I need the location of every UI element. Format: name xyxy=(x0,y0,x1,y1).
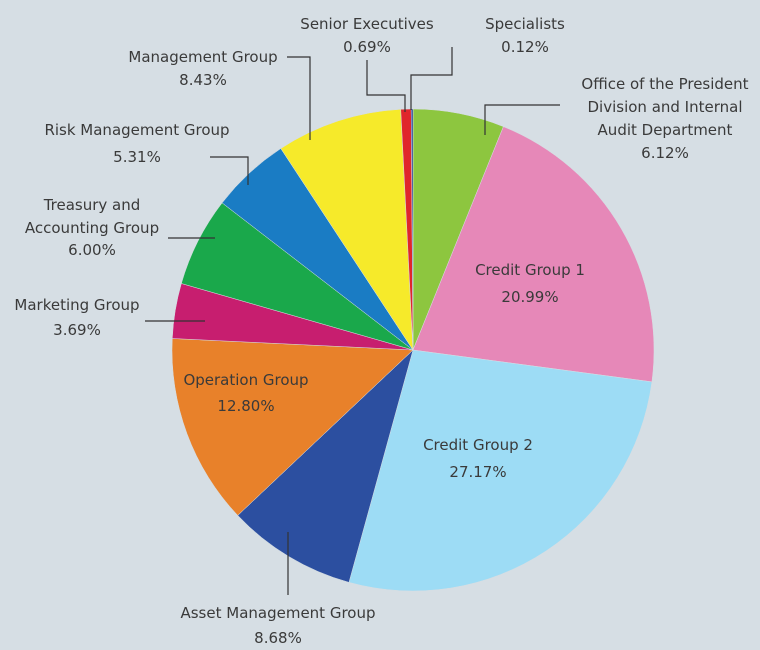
slice-value-label: 8.68% xyxy=(254,629,302,647)
slice-label: Asset Management Group xyxy=(180,604,376,622)
pie-slice xyxy=(348,349,653,592)
leader-line xyxy=(210,156,249,185)
slice-label: Marketing Group xyxy=(14,296,140,314)
slice-label: Senior Executives xyxy=(300,15,434,33)
slice-value-label: 6.00% xyxy=(68,241,116,259)
slice-value-label: 6.12% xyxy=(641,144,689,162)
slice-label: Credit Group 1 xyxy=(475,261,585,279)
leader-line xyxy=(287,56,311,140)
slice-value-label: 27.17% xyxy=(449,463,507,481)
slice-value-label: 0.69% xyxy=(343,38,391,56)
slice-value-label: 12.80% xyxy=(217,397,275,415)
slice-label: Credit Group 2 xyxy=(423,436,533,454)
slice-value-label: 0.12% xyxy=(501,38,549,56)
slice-value-label: 20.99% xyxy=(501,288,559,306)
slice-value-label: 5.31% xyxy=(113,148,161,166)
leader-line xyxy=(484,104,560,135)
leader-line xyxy=(410,47,453,110)
slice-label: Office of the President Division and Int… xyxy=(581,75,749,139)
slice-label: Risk Management Group xyxy=(44,121,230,139)
slice-label: Operation Group xyxy=(183,371,309,389)
slice-label: Specialists xyxy=(485,15,565,33)
slice-value-label: 3.69% xyxy=(53,321,101,339)
pie-slice xyxy=(237,349,414,583)
pie-slice xyxy=(280,109,414,351)
pie-slice xyxy=(171,338,414,516)
pie-slice xyxy=(412,126,655,383)
slice-label: Treasury and Accounting Group xyxy=(24,196,160,237)
slice-value-label: 8.43% xyxy=(179,71,227,89)
leader-line xyxy=(366,60,406,112)
slice-label: Management Group xyxy=(128,48,278,66)
